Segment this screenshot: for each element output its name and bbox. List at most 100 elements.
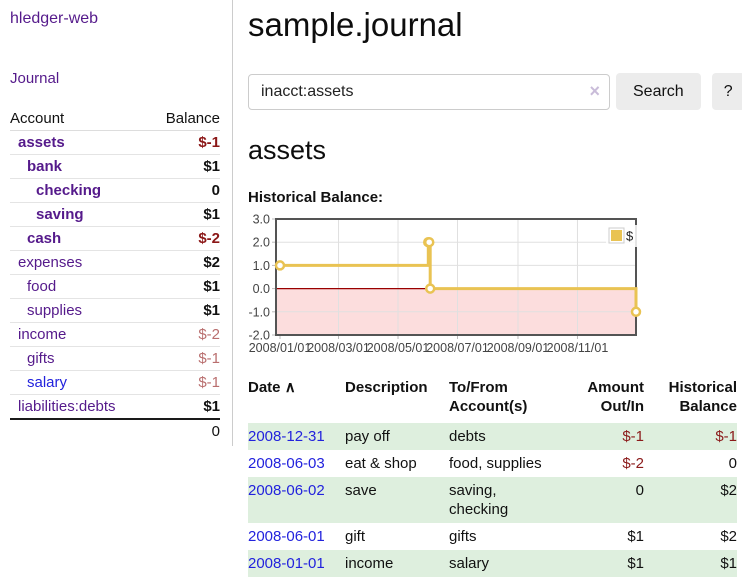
register-row: 2008-12-31 pay off debts $-1 $-1 xyxy=(248,423,737,450)
accounts-table: Account Balance assets $-1 bank $1 checking 0… xyxy=(10,107,220,444)
sidebar-account-link[interactable]: gifts xyxy=(27,349,55,367)
register-row: 2008-01-01 income salary $1 $1 xyxy=(248,550,737,577)
sort-ascending-icon: ∧ xyxy=(284,379,296,396)
account-row: checking 0 xyxy=(10,178,220,203)
account-balance: $1 xyxy=(148,154,220,179)
account-balance: $1 xyxy=(148,298,220,323)
register-accounts: saving, checking xyxy=(449,482,509,518)
sidebar-account-link[interactable]: bank xyxy=(27,157,63,175)
register-date-link[interactable]: 2008-06-01 xyxy=(248,528,325,545)
svg-text:1.0: 1.0 xyxy=(253,259,270,273)
sidebar-account-link[interactable]: cash xyxy=(27,229,62,247)
accounts-col-account: Account xyxy=(10,107,149,131)
register-accounts: debts xyxy=(449,428,486,445)
register-col-date[interactable]: Date ∧ xyxy=(248,378,345,423)
sidebar: hledger-web Journal Account Balance asse… xyxy=(0,0,233,446)
register-col-description: Description xyxy=(345,379,428,396)
account-balance: $-2 xyxy=(148,322,220,347)
register-date-link[interactable]: 2008-12-31 xyxy=(248,428,325,445)
sidebar-nav: Journal xyxy=(10,70,220,87)
register-balance: 0 xyxy=(728,455,737,472)
account-row: supplies $1 xyxy=(10,298,220,323)
account-balance: $2 xyxy=(148,250,220,275)
accounts-col-balance: Balance xyxy=(148,107,220,131)
search-help-button[interactable]: ? xyxy=(711,73,742,110)
register-table-body: 2008-12-31 pay off debts $-1 $-1 2008-06-03 ea… xyxy=(248,423,737,577)
chart-legend-label: $ xyxy=(626,229,634,244)
register-description: gift xyxy=(345,528,366,545)
register-description: income xyxy=(345,555,394,572)
account-row: food $1 xyxy=(10,274,220,299)
svg-text:-1.0: -1.0 xyxy=(248,305,270,319)
account-balance: $-1 xyxy=(148,130,220,155)
account-name-cell: saving xyxy=(10,202,149,227)
register-date-cell: 2008-01-01 xyxy=(248,550,345,577)
account-name-cell: cash xyxy=(10,226,149,251)
register-date-cell: 2008-06-03 xyxy=(248,450,345,477)
register-balance: $1 xyxy=(720,555,737,572)
account-row: saving $1 xyxy=(10,202,220,227)
register-col-date-label: Date xyxy=(248,379,281,396)
svg-text:2008/05/01: 2008/05/01 xyxy=(367,341,430,355)
register-amount: 0 xyxy=(635,482,644,499)
sidebar-account-link[interactable]: supplies xyxy=(27,301,83,319)
register-balance: $-1 xyxy=(715,428,737,445)
search-row: × Search ? xyxy=(248,73,742,110)
accounts-table-body: assets $-1 bank $1 checking 0 saving $1 cash $-2 e… xyxy=(10,130,220,420)
svg-text:2008/11/01: 2008/11/01 xyxy=(547,341,609,355)
register-date-link[interactable]: 2008-06-02 xyxy=(248,482,325,499)
register-row: 2008-06-01 gift gifts $1 $2 xyxy=(248,523,737,550)
account-balance: $-2 xyxy=(148,226,220,251)
sidebar-account-link[interactable]: food xyxy=(27,277,57,295)
account-row: assets $-1 xyxy=(10,130,220,155)
app-title-link[interactable]: hledger-web xyxy=(10,10,99,27)
accounts-total-row: 0 xyxy=(10,418,220,444)
account-name-cell: supplies xyxy=(10,298,149,323)
chart-title: Historical Balance: xyxy=(248,189,384,206)
sidebar-account-link[interactable]: assets xyxy=(18,133,65,151)
account-row: expenses $2 xyxy=(10,250,220,275)
register-balance: $2 xyxy=(720,528,737,545)
account-row: liabilities:debts $1 xyxy=(10,394,220,420)
accounts-total-spacer xyxy=(10,418,149,444)
sidebar-account-link[interactable]: checking xyxy=(36,181,102,199)
register-table: Date ∧ Description To/From Account(s) Am… xyxy=(248,378,737,577)
account-balance: $-1 xyxy=(148,370,220,395)
sidebar-account-link[interactable]: liabilities:debts xyxy=(18,397,116,415)
account-balance: $1 xyxy=(148,202,220,227)
svg-text:2008/01/01: 2008/01/01 xyxy=(249,341,312,355)
search-box: × xyxy=(248,73,610,110)
account-row: income $-2 xyxy=(10,322,220,347)
sidebar-account-link[interactable]: expenses xyxy=(18,253,83,271)
account-balance: $1 xyxy=(148,394,220,420)
app-title: hledger-web xyxy=(10,10,220,28)
svg-text:2.0: 2.0 xyxy=(253,236,270,250)
svg-text:2008/09/01: 2008/09/01 xyxy=(487,341,550,355)
account-name-cell: liabilities:debts xyxy=(10,394,149,420)
account-name-cell: food xyxy=(10,274,149,299)
account-balance: $-1 xyxy=(148,346,220,371)
register-description: eat & shop xyxy=(345,455,417,472)
register-date-link[interactable]: 2008-01-01 xyxy=(248,555,325,572)
register-amount: $-2 xyxy=(622,455,644,472)
register-date-link[interactable]: 2008-06-03 xyxy=(248,455,325,472)
account-row: bank $1 xyxy=(10,154,220,179)
clear-search-icon[interactable]: × xyxy=(589,80,600,101)
register-amount: $1 xyxy=(627,555,644,572)
register-balance: $2 xyxy=(720,482,737,499)
search-button[interactable]: Search xyxy=(616,73,701,110)
sidebar-item-journal[interactable]: Journal xyxy=(10,70,60,87)
sidebar-account-link[interactable]: salary xyxy=(27,373,68,391)
register-amount: $-1 xyxy=(622,428,644,445)
main-content: sample.journal × Search ? assets Histori… xyxy=(233,0,742,577)
register-col-accounts: To/From Account(s) xyxy=(449,379,528,415)
search-input[interactable] xyxy=(248,73,610,110)
register-col-balance: Historical Balance xyxy=(668,379,737,415)
account-name-cell: income xyxy=(10,322,149,347)
sidebar-account-link[interactable]: income xyxy=(18,325,67,343)
svg-text:2008/07/01: 2008/07/01 xyxy=(426,341,489,355)
register-description: save xyxy=(345,482,377,499)
sidebar-account-link[interactable]: saving xyxy=(36,205,84,223)
account-row: gifts $-1 xyxy=(10,346,220,371)
